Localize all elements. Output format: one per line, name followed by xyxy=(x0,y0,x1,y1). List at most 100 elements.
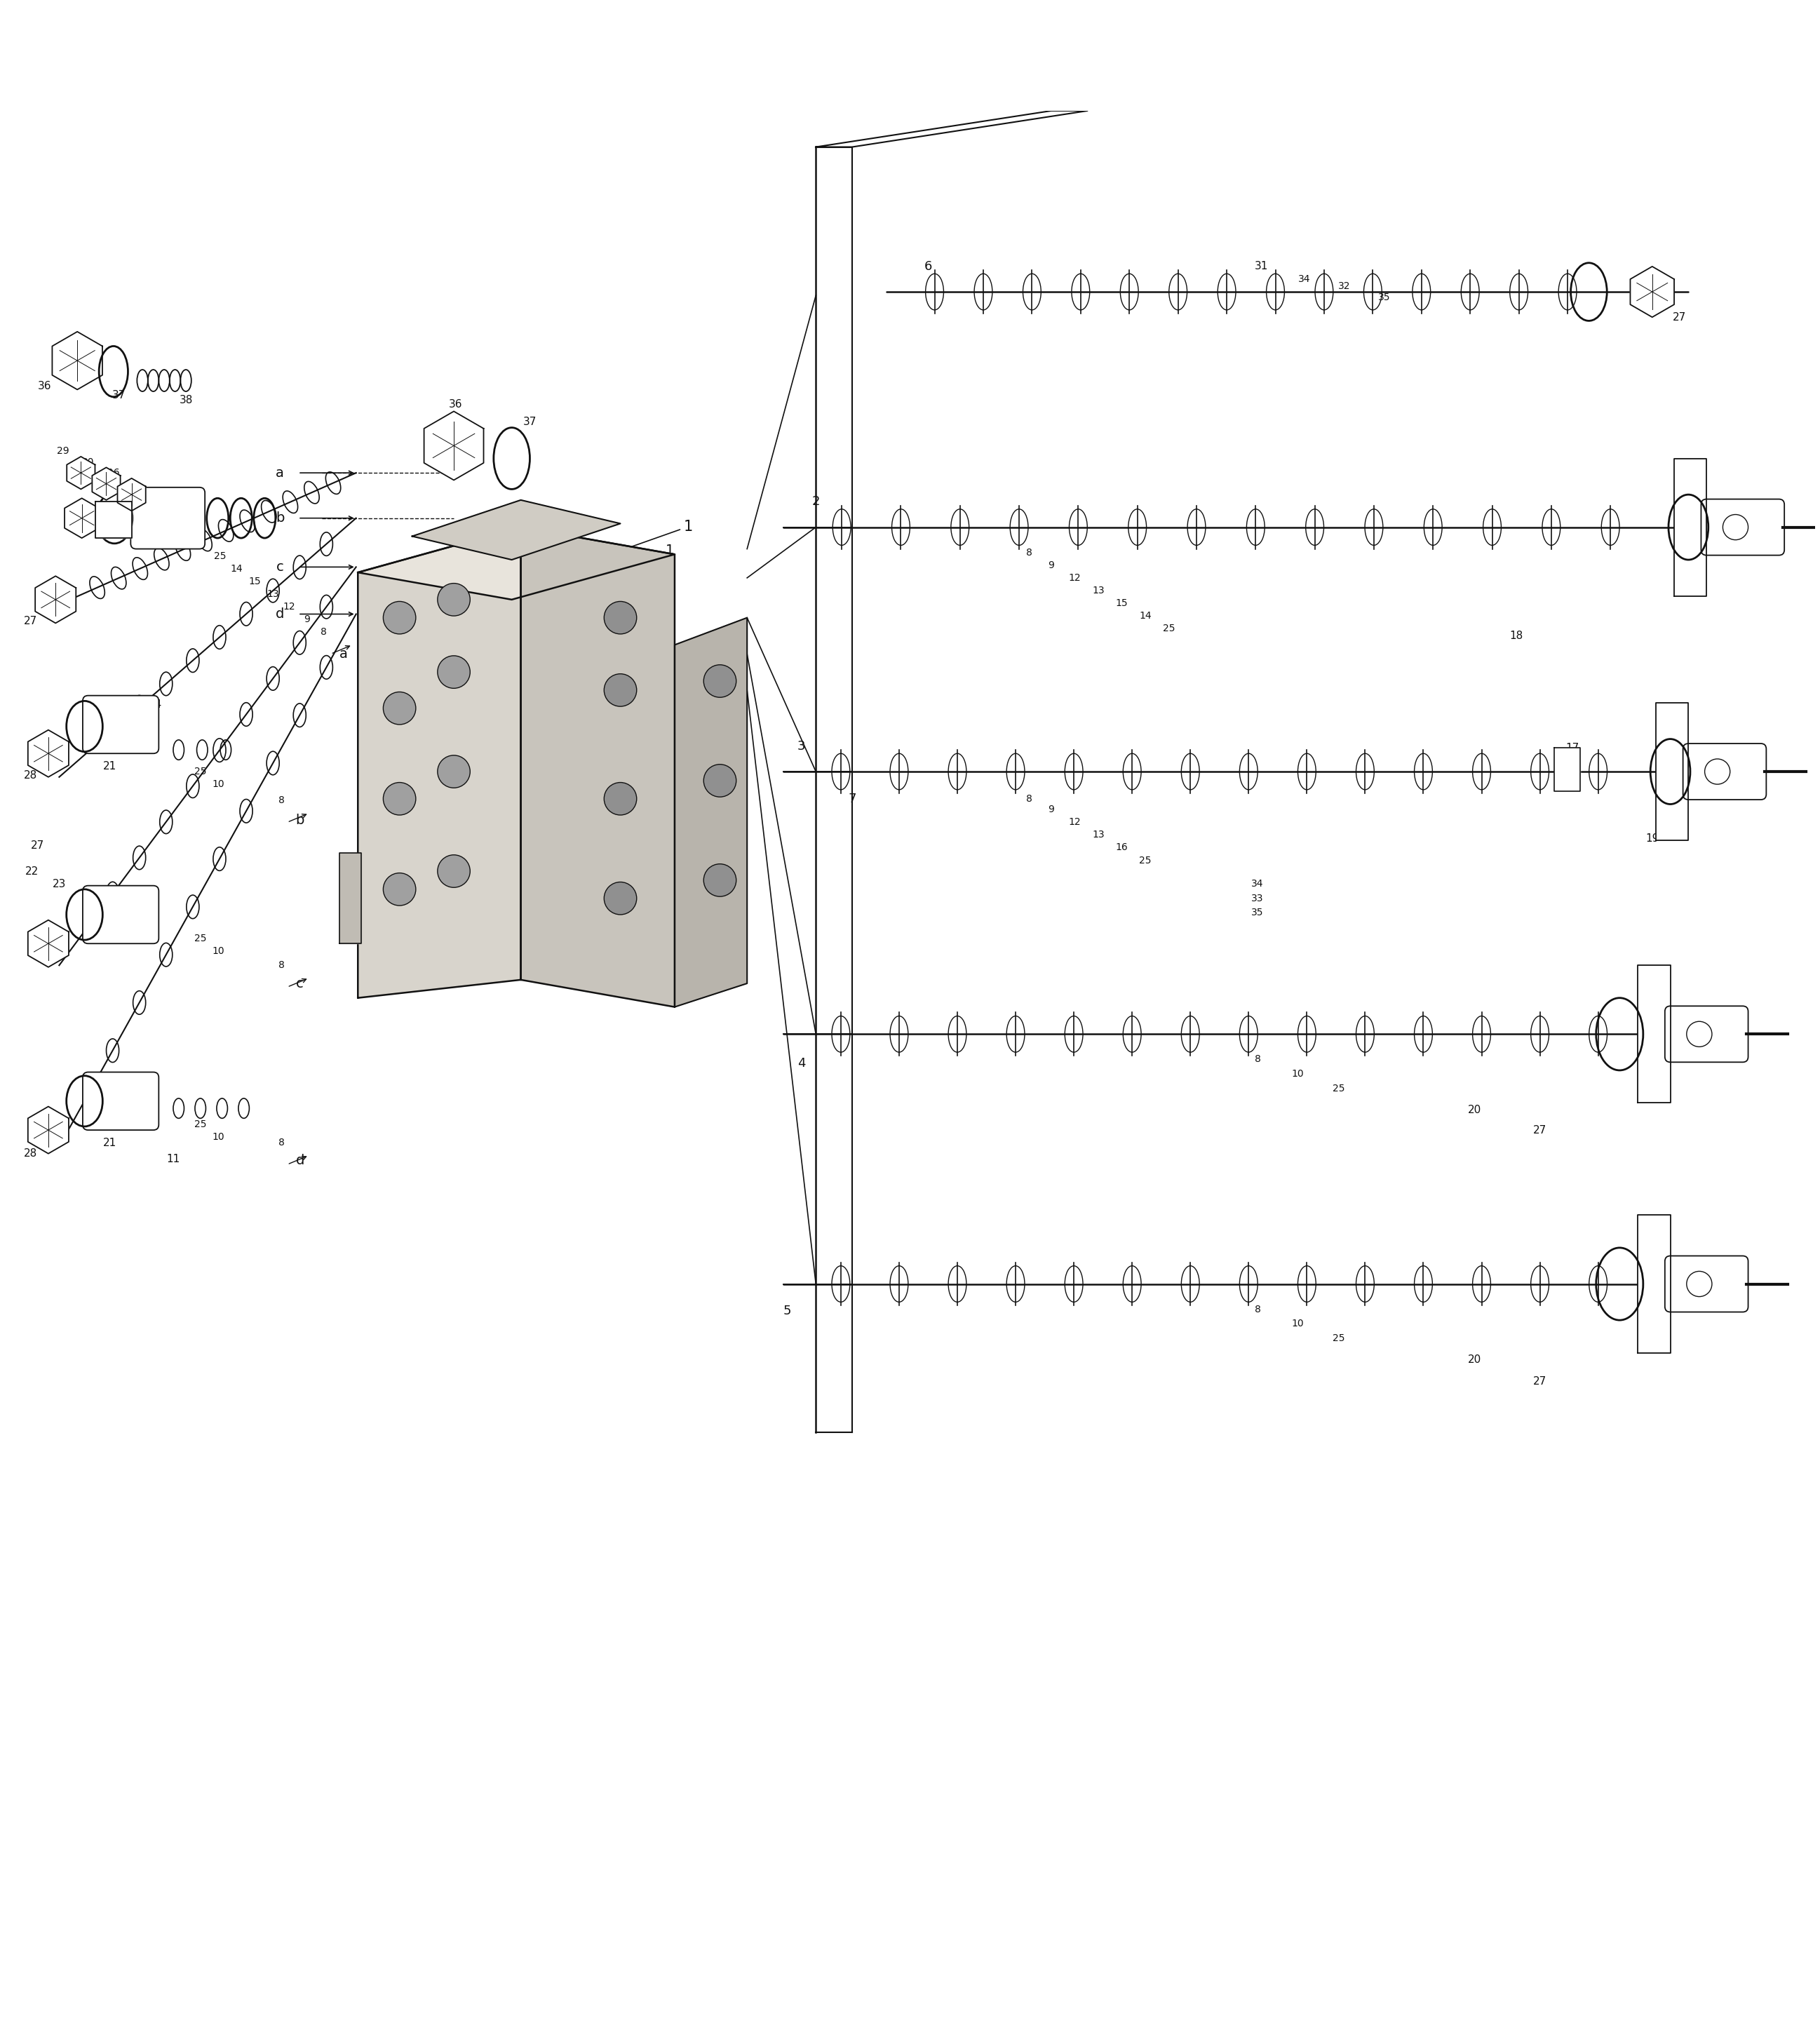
Text: 27: 27 xyxy=(1532,1376,1547,1388)
Text: 18: 18 xyxy=(1509,630,1523,640)
Text: 11: 11 xyxy=(166,1154,180,1164)
Text: d: d xyxy=(295,1154,304,1168)
Text: 25: 25 xyxy=(195,766,206,776)
Text: 9: 9 xyxy=(1048,805,1054,815)
Text: 1: 1 xyxy=(568,545,673,581)
Circle shape xyxy=(384,874,415,906)
Text: 4: 4 xyxy=(797,1057,806,1069)
Text: 35: 35 xyxy=(1252,908,1263,918)
Text: 34: 34 xyxy=(1252,880,1263,888)
Text: 31: 31 xyxy=(1254,262,1269,272)
Text: 27: 27 xyxy=(24,616,36,626)
Text: 28: 28 xyxy=(24,1148,36,1158)
Polygon shape xyxy=(1656,703,1689,841)
Polygon shape xyxy=(27,920,69,967)
Polygon shape xyxy=(815,112,1087,146)
Text: 1: 1 xyxy=(586,520,693,563)
Polygon shape xyxy=(424,410,484,480)
Circle shape xyxy=(604,601,637,634)
Text: 8: 8 xyxy=(320,628,326,638)
Polygon shape xyxy=(675,618,746,1008)
Polygon shape xyxy=(359,526,521,998)
Text: 8: 8 xyxy=(1254,1055,1261,1065)
Text: 8: 8 xyxy=(278,1138,286,1148)
Text: 28: 28 xyxy=(24,770,36,780)
Text: 13: 13 xyxy=(266,589,278,599)
Text: 25: 25 xyxy=(1163,624,1176,634)
Text: 36: 36 xyxy=(38,380,51,392)
Text: 8: 8 xyxy=(1026,795,1032,805)
Text: 13: 13 xyxy=(1092,829,1105,839)
Circle shape xyxy=(384,601,415,634)
Text: 6: 6 xyxy=(925,260,932,272)
Text: 30: 30 xyxy=(82,457,95,467)
Text: 27: 27 xyxy=(31,841,44,851)
Text: 20: 20 xyxy=(144,888,157,898)
Text: 25: 25 xyxy=(1332,1333,1345,1343)
Polygon shape xyxy=(5,112,1815,1920)
Circle shape xyxy=(604,782,637,815)
Polygon shape xyxy=(27,1107,69,1154)
Circle shape xyxy=(704,864,737,896)
Circle shape xyxy=(604,675,637,707)
Circle shape xyxy=(437,756,470,788)
Text: 21: 21 xyxy=(104,760,116,772)
Text: 5: 5 xyxy=(783,1305,792,1317)
Text: 27: 27 xyxy=(1751,545,1764,557)
Polygon shape xyxy=(815,146,852,1433)
Text: 8: 8 xyxy=(278,961,286,969)
Text: 16: 16 xyxy=(1116,843,1128,853)
Text: 18: 18 xyxy=(136,534,149,545)
Text: 35: 35 xyxy=(1378,293,1390,303)
Polygon shape xyxy=(1638,1215,1671,1353)
Text: 10: 10 xyxy=(1290,1069,1303,1079)
Text: 12: 12 xyxy=(1068,573,1081,583)
Text: 9: 9 xyxy=(1048,561,1054,571)
Text: 14: 14 xyxy=(1139,612,1152,622)
Text: 15: 15 xyxy=(249,577,260,587)
FancyBboxPatch shape xyxy=(1702,500,1784,555)
Text: 20: 20 xyxy=(1469,1355,1481,1366)
Text: 38: 38 xyxy=(178,394,193,406)
Text: b: b xyxy=(295,813,304,827)
FancyBboxPatch shape xyxy=(82,695,158,754)
Text: 21: 21 xyxy=(104,1138,116,1148)
Text: 25: 25 xyxy=(1332,1083,1345,1093)
Polygon shape xyxy=(95,502,131,538)
Circle shape xyxy=(437,583,470,616)
Text: 24: 24 xyxy=(144,1075,157,1087)
Circle shape xyxy=(437,855,470,888)
Text: 12: 12 xyxy=(282,601,295,612)
Text: 27: 27 xyxy=(1733,786,1745,797)
Text: 12: 12 xyxy=(1068,817,1081,827)
FancyBboxPatch shape xyxy=(82,1073,158,1130)
Text: 17: 17 xyxy=(1565,744,1580,754)
Polygon shape xyxy=(1631,266,1674,317)
Text: 24: 24 xyxy=(149,699,162,709)
Polygon shape xyxy=(521,526,675,1008)
Text: 10: 10 xyxy=(213,780,224,788)
Text: 3: 3 xyxy=(797,740,806,752)
Polygon shape xyxy=(359,526,675,599)
Polygon shape xyxy=(35,575,76,624)
Text: a: a xyxy=(277,465,284,480)
Text: 8: 8 xyxy=(1254,1305,1261,1315)
Polygon shape xyxy=(93,467,120,500)
Text: c: c xyxy=(277,561,284,573)
FancyBboxPatch shape xyxy=(131,488,206,549)
Text: 13: 13 xyxy=(1092,585,1105,595)
Text: 26: 26 xyxy=(107,467,120,478)
Text: 14: 14 xyxy=(231,565,242,573)
Text: 27: 27 xyxy=(1673,313,1685,323)
Polygon shape xyxy=(53,331,102,390)
Text: 37: 37 xyxy=(113,390,126,400)
Text: c: c xyxy=(297,977,304,990)
Polygon shape xyxy=(340,853,362,943)
Text: 25: 25 xyxy=(215,551,226,561)
Polygon shape xyxy=(118,478,146,510)
Text: 25: 25 xyxy=(195,933,206,943)
Polygon shape xyxy=(67,457,95,490)
Text: a: a xyxy=(339,648,348,660)
FancyBboxPatch shape xyxy=(1665,1006,1749,1063)
Polygon shape xyxy=(64,498,98,538)
